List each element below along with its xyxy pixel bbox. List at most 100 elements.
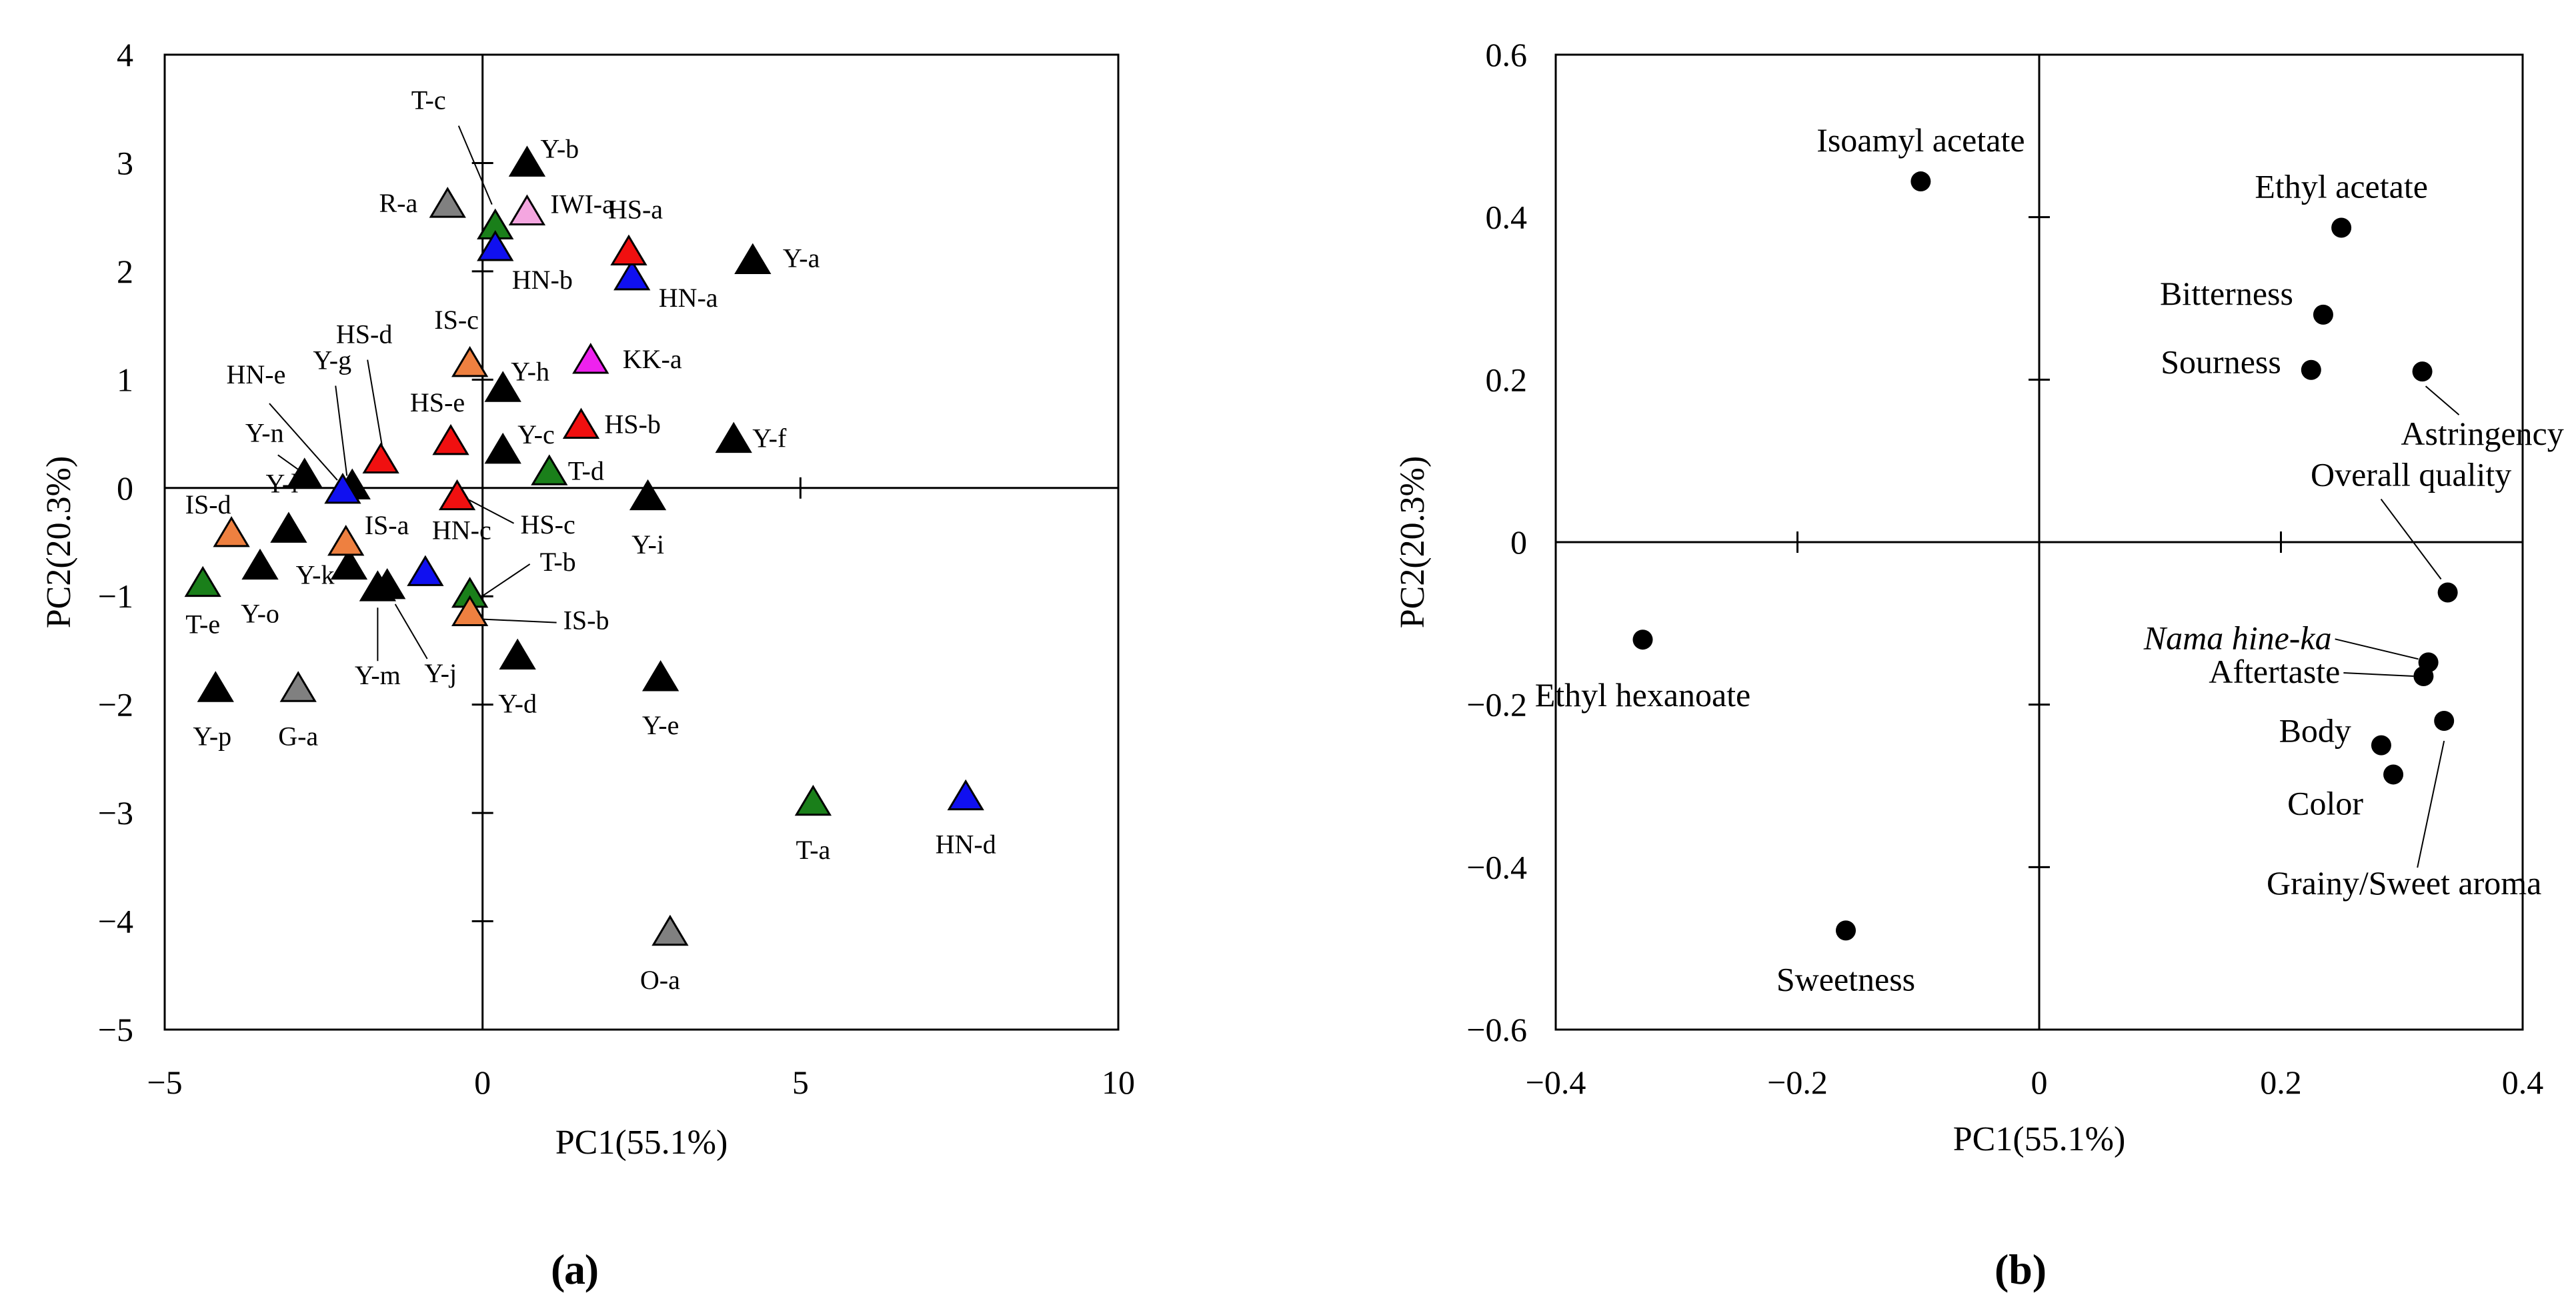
panel-b-caption-close: ) [2033,1246,2047,1293]
panel-a-y-tick-label: −5 [98,1011,133,1048]
point-marker-y-e [641,660,680,692]
point-label-y-a: Y-a [783,243,820,273]
point-marker-y-n [286,457,323,489]
leader-line-overall-quality [2380,498,2442,580]
leader-line-grainy-sweet-aroma [2417,740,2445,868]
point-marker-y-p [197,671,234,702]
panel-a-x-tick-label: −5 [147,1064,182,1101]
panel-b-x-tick-label: 0.4 [2502,1064,2544,1101]
point-label-kk-a: KK-a [623,344,682,374]
point-marker-hs-a [610,234,648,266]
point-label-y-h: Y-h [511,356,549,386]
point-label-y-d: Y-d [498,689,537,719]
panel-b-y-tick-label: −0.6 [1466,1011,1527,1048]
point-marker-o-a [652,914,689,946]
point-label-is-b: IS-b [563,605,609,635]
leader-line-nama-hine-ka [2335,638,2419,660]
point-label-t-d: T-d [568,455,604,485]
point-label-hs-a: HS-a [608,195,663,225]
point-marker-g-a [279,671,317,702]
panel-a-caption-close: ) [585,1246,599,1293]
panel-b-y-tick-label: 0 [1510,523,1527,561]
point-marker-y-f [715,421,752,453]
point-label-y-f: Y-f [752,423,787,453]
point-marker-r-a [429,187,466,218]
panel-b-caption-open: ( [1995,1246,2009,1293]
point-marker-t-d [531,454,568,485]
point-label-hs-c: HS-c [521,509,575,539]
point-label-y-p: Y-p [193,721,231,751]
loading-point-ethyl-hexanoate [1632,629,1653,650]
point-marker-y-i [629,479,667,511]
point-label-y-n: Y-n [245,417,284,447]
panel-a-y-axis-title: PC2(20.3%) [40,456,78,629]
panel-a-caption-open: ( [551,1246,565,1293]
loading-point-grainy-sweet-aroma [2434,711,2455,732]
loading-point-sweetness [1836,920,1856,941]
leader-line-aftertaste [2343,672,2414,678]
loading-point-overall-quality [2437,582,2458,603]
point-marker-iwi-a [508,194,546,225]
leader-line-t-b [483,563,531,596]
loading-label-nama-hine-ka: Nama hine-ka [2143,619,2332,656]
loading-point-color [2383,764,2404,785]
loading-label-sweetness: Sweetness [1776,960,1915,998]
point-label-is-d: IS-d [185,489,231,519]
panel-a-x-tick-label: 5 [792,1064,809,1101]
point-label-y-o: Y-o [241,599,279,629]
panel-b-caption-letter: b [2009,1246,2033,1293]
point-label-g-a: G-a [278,721,318,751]
point-label-t-e: T-e [185,609,220,639]
point-marker-hs-c [438,479,476,511]
loading-point-ethyl-acetate [2331,217,2352,238]
point-marker-y-o [241,548,279,580]
leader-line-y-j [394,603,428,660]
point-marker-hs-e [432,423,469,455]
loading-label-sourness: Sourness [2161,343,2281,381]
point-marker-y-l [270,511,307,543]
point-marker-t-a [794,784,832,816]
loading-point-isoamyl-acetate [1910,171,1931,192]
point-marker-hn-a [613,259,651,291]
loading-point-bitterness [2313,304,2333,325]
point-label-hn-d: HN-d [936,830,996,860]
leader-line-y-n [277,454,302,473]
point-marker-hn-d [947,779,984,811]
leader-line-y-g [335,385,348,476]
point-marker-t-e [184,565,221,597]
leader-line-is-b [483,618,557,623]
loading-label-body: Body [2279,712,2351,750]
point-marker-kk-a [572,343,609,374]
point-label-r-a: R-a [379,188,417,218]
leader-line-hs-d [367,359,383,447]
panel-a-x-axis-title: PC1(55.1%) [555,1124,728,1162]
point-marker-hs-b [562,407,600,439]
panel-a-y-tick-label: 1 [117,361,133,398]
point-label-t-b: T-b [540,547,576,577]
point-label-hn-b: HN-b [512,265,573,295]
panel-a-y-tick-label: −4 [98,903,133,940]
panel-a-y-tick-label: 0 [117,469,133,507]
leader-line-t-c [457,125,493,205]
panel-b-y-tick-label: 0.2 [1486,361,1528,398]
panel-a-caption-letter: a [564,1246,585,1293]
point-marker-is-c [451,345,489,377]
point-label-y-e: Y-e [642,710,680,740]
leader-line-hn-e [269,403,338,481]
loading-point-aftertaste [2413,666,2434,687]
point-marker-y-c [484,432,521,464]
loading-label-grainy-sweet-aroma: Grainy/Sweet aroma [2267,864,2541,902]
point-marker-y-m [359,570,397,601]
panel-a-y-tick-label: 4 [117,36,133,73]
point-label-y-g: Y-g [313,345,351,375]
panel-a-plot-frame [163,53,1120,1031]
panel-b-x-tick-label: 0.2 [2260,1064,2302,1101]
point-label-t-c: T-c [411,85,446,115]
panel-a-y-tick-label: 3 [117,144,133,181]
panel-b-x-axis-title: PC1(55.1%) [1953,1120,2126,1158]
loading-label-ethyl-hexanoate: Ethyl hexanoate [1535,676,1751,714]
loading-label-aftertaste: Aftertaste [2209,653,2340,690]
panel-b-y-tick-label: −0.4 [1466,848,1527,886]
point-label-t-a: T-a [796,835,830,865]
